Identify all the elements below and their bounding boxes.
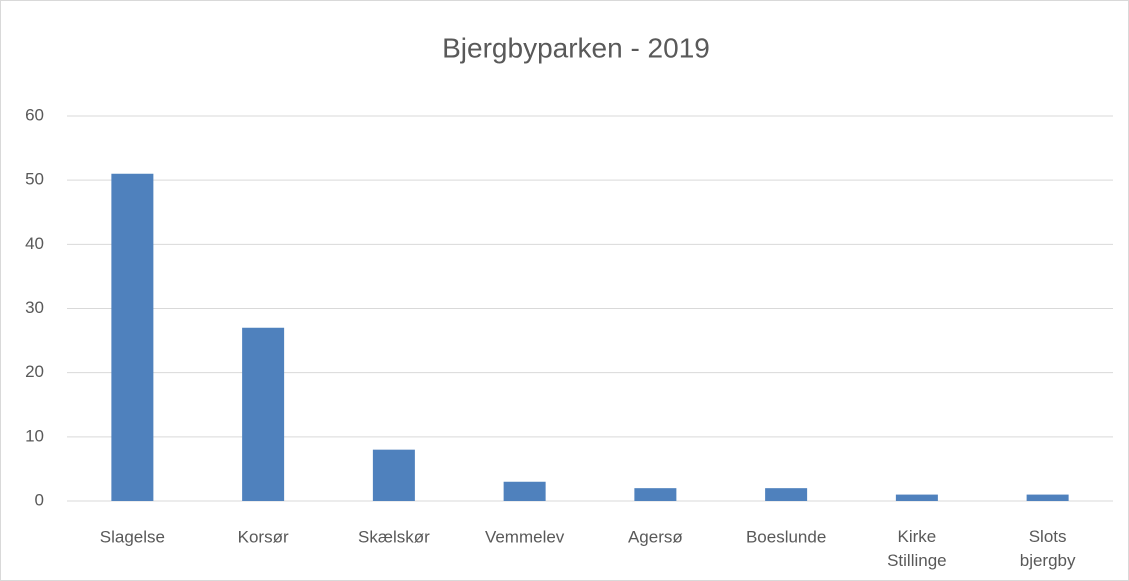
chart-title: Bjergbyparken - 2019 [442,32,710,63]
bar [111,173,154,501]
x-tick-label: Korsør [238,527,289,546]
bar [503,481,546,501]
x-tick-label: Boeslunde [746,527,826,546]
y-tick-label: 40 [25,234,44,253]
x-tick-label: Slots bjergby [1020,527,1076,570]
y-tick-label: 10 [25,426,44,445]
y-tick-label: 30 [25,298,44,317]
x-tick-label: Skælskør [358,527,430,546]
bar [634,488,677,501]
y-tick-label: 60 [25,105,44,124]
y-tick-label: 50 [25,170,44,189]
y-tick-label: 20 [25,362,44,381]
bar [242,327,285,501]
bar [895,494,938,501]
y-tick-label: 0 [35,490,44,509]
x-tick-label: Slagelse [100,527,165,546]
x-tick-label: Kirke Stillinge [887,527,947,570]
bar [765,488,808,501]
x-tick-label: Vemmelev [485,527,565,546]
x-tick-label: Agersø [628,527,683,546]
bar [1026,494,1069,501]
bar [372,449,415,501]
